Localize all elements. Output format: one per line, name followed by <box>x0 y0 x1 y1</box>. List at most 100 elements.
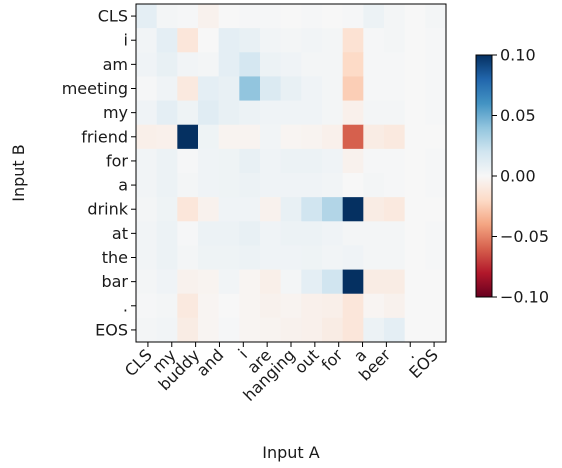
heatmap-cell <box>156 124 178 150</box>
heatmap-cell <box>322 28 344 53</box>
heatmap-cell <box>156 148 178 174</box>
heatmap-cell <box>136 269 158 295</box>
heatmap-cell <box>218 293 240 319</box>
heatmap-cell <box>156 317 178 343</box>
heatmap-cell <box>218 28 240 53</box>
heatmap-cell <box>425 293 447 319</box>
heatmap-cell <box>177 293 199 319</box>
heatmap-cell <box>156 269 178 295</box>
heatmap-cell <box>280 197 302 222</box>
heatmap-cell <box>404 221 426 246</box>
heatmap-cell <box>218 100 240 126</box>
heatmap-cell <box>425 173 447 198</box>
heatmap-cell <box>239 124 261 150</box>
heatmap-cell <box>363 317 385 343</box>
x-tick-label: EOS <box>405 345 442 382</box>
heatmap-cell <box>136 173 158 198</box>
heatmap-cell <box>218 52 240 77</box>
heatmap-cell <box>260 100 282 126</box>
heatmap-cell <box>198 245 220 270</box>
colorbar-ticks: 0.10 0.05 0.00 −0.05 −0.10 <box>492 46 549 307</box>
heatmap-cell <box>260 269 282 295</box>
heatmap-cell <box>260 197 282 222</box>
heatmap-cell <box>322 269 344 295</box>
y-tick-label: at <box>112 224 128 243</box>
heatmap-cell <box>239 293 261 319</box>
heatmap-cell <box>136 148 158 174</box>
heatmap-cell <box>177 76 199 101</box>
x-tick-label: and <box>193 345 228 380</box>
heatmap-cell <box>425 28 447 53</box>
heatmap-cell <box>260 173 282 198</box>
heatmap-cell <box>280 52 302 77</box>
heatmap-cell <box>425 76 447 101</box>
heatmap-cell <box>177 52 199 77</box>
heatmap-cell <box>177 317 199 343</box>
heatmap-cell <box>198 269 220 295</box>
heatmap-cell <box>156 76 178 101</box>
heatmap-cell <box>301 317 323 343</box>
heatmap-cell <box>218 245 240 270</box>
heatmap-cell <box>301 124 323 150</box>
heatmap-cell <box>260 245 282 270</box>
heatmap-cell <box>404 245 426 270</box>
heatmap-cell <box>425 100 447 126</box>
heatmap-cell <box>342 173 364 198</box>
heatmap-cell <box>218 124 240 150</box>
heatmap-cell <box>280 76 302 101</box>
heatmap-cell <box>280 317 302 343</box>
heatmap-cell <box>198 124 220 150</box>
heatmap-cell <box>425 197 447 222</box>
heatmap-cell <box>239 317 261 343</box>
heatmap-cell <box>136 221 158 246</box>
heatmap-cell <box>342 52 364 77</box>
heatmap-cell <box>342 100 364 126</box>
heatmap-cell <box>384 245 406 270</box>
heatmap-cell <box>363 269 385 295</box>
heatmap-cell <box>177 173 199 198</box>
heatmap-cell <box>342 293 364 319</box>
heatmap-cell <box>280 245 302 270</box>
heatmap-cell <box>177 245 199 270</box>
heatmap-cell <box>218 269 240 295</box>
heatmap-cell <box>384 317 406 343</box>
colorbar-tick-label: 0.10 <box>500 46 536 65</box>
heatmap-cell <box>260 76 282 101</box>
heatmap-cell <box>363 148 385 174</box>
heatmap-cell <box>198 76 220 101</box>
heatmap-cell <box>404 293 426 319</box>
y-tick-label: the <box>102 248 128 267</box>
heatmap-cell <box>301 148 323 174</box>
heatmap-cell <box>177 148 199 174</box>
heatmap-cell <box>156 245 178 270</box>
heatmap-cell <box>239 245 261 270</box>
y-axis-ticks: CLS i am meeting my friend for a drink at the bar. E… <box>62 7 136 339</box>
heatmap-cell <box>363 52 385 77</box>
heatmap-cell <box>198 148 220 174</box>
heatmap-cell <box>260 28 282 53</box>
heatmap-cell <box>342 317 364 343</box>
heatmap-cell <box>198 293 220 319</box>
heatmap-cell <box>198 52 220 77</box>
heatmap-cell <box>363 245 385 270</box>
heatmap-cell <box>384 221 406 246</box>
colorbar-tick-label: −0.05 <box>500 227 549 246</box>
heatmap-cell <box>342 245 364 270</box>
heatmap-cell <box>239 221 261 246</box>
heatmap-cell <box>239 28 261 53</box>
heatmap-cell <box>301 221 323 246</box>
heatmap-cell <box>384 173 406 198</box>
heatmap-cell <box>260 124 282 150</box>
heatmap-cell <box>239 173 261 198</box>
heatmap-cell <box>363 173 385 198</box>
heatmap-cell <box>322 173 344 198</box>
heatmap-cell <box>404 317 426 343</box>
heatmap-cell <box>280 124 302 150</box>
heatmap-cell <box>363 4 385 29</box>
heatmap-cell <box>198 173 220 198</box>
heatmap-cell <box>280 28 302 53</box>
heatmap-cell <box>156 173 178 198</box>
heatmap-cell <box>280 269 302 295</box>
heatmap-cell <box>363 293 385 319</box>
